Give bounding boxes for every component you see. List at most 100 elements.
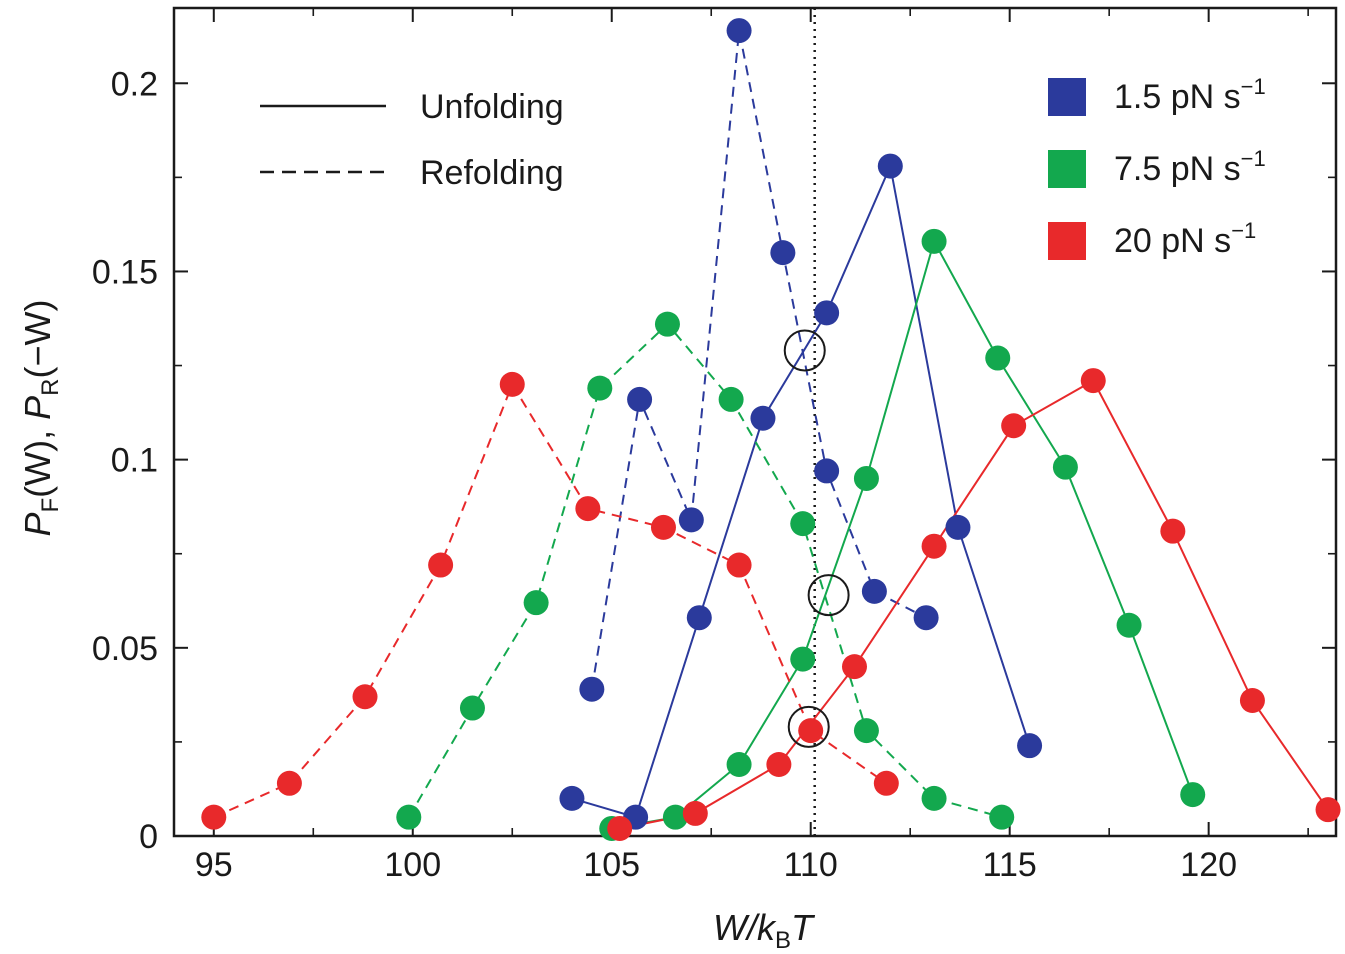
data-point-1-5-unfolding: [1017, 733, 1043, 759]
data-point-1-5-refolding: [913, 605, 939, 631]
series-lines: [213, 30, 1329, 830]
crossing-markers: [783, 329, 850, 748]
data-point-20-refolding: [873, 770, 899, 796]
series-line-7-5-refolding: [407, 322, 1002, 819]
plot-frame: [172, 6, 1338, 838]
data-point-20-refolding: [798, 718, 824, 744]
y-tick-label: 0.1: [111, 442, 158, 480]
data-point-7-5-unfolding: [1116, 612, 1142, 638]
data-point-20-refolding: [650, 514, 676, 540]
legend-rate-text: 1.5 pN s: [1114, 78, 1241, 116]
legend-refolding-label: Refolding: [420, 154, 564, 192]
x-tick-label: 120: [1180, 846, 1237, 884]
series-line-7-5-unfolding: [611, 238, 1194, 830]
y-axis-label-arg2: (−W): [17, 300, 58, 379]
data-point-1-5-refolding: [770, 240, 796, 266]
data-point-7-5-unfolding: [726, 751, 752, 777]
data-point-20-refolding: [428, 552, 454, 578]
data-point-1-5-refolding: [579, 676, 605, 702]
data-point-1-5-refolding: [678, 507, 704, 533]
data-point-7-5-unfolding: [985, 345, 1011, 371]
data-point-1-5-unfolding: [814, 300, 840, 326]
series-line-20-unfolding: [619, 379, 1329, 830]
data-point-1-5-refolding: [861, 578, 887, 604]
data-point-1-5-unfolding: [945, 514, 971, 540]
data-point-20-refolding: [499, 371, 525, 397]
data-point-1-5-unfolding: [559, 785, 585, 811]
svg-text:PF(W), PR(−W): PF(W), PR(−W): [17, 300, 64, 537]
legend-rate-label: 1.5 pN s−1: [1114, 74, 1266, 116]
series-points: [201, 18, 1341, 841]
data-point-1-5-unfolding: [686, 605, 712, 631]
data-point-7-5-refolding: [587, 375, 613, 401]
legend-swatch: [1048, 78, 1086, 116]
y-axis-label-sub1: F: [37, 498, 64, 513]
data-point-20-refolding: [726, 552, 752, 578]
series-line-1-5-refolding: [590, 30, 927, 690]
y-axis-label-p2: P: [17, 396, 58, 420]
data-point-7-5-unfolding: [790, 646, 816, 672]
y-axis-label-sub2: R: [37, 378, 64, 395]
data-point-20-unfolding: [841, 654, 867, 680]
x-tick-label: 105: [583, 846, 640, 884]
data-point-7-5-unfolding: [1052, 454, 1078, 480]
y-tick-label: 0.05: [92, 630, 158, 668]
data-point-1-5-refolding: [814, 458, 840, 484]
y-tick-label: 0.15: [92, 253, 158, 291]
y-axis-label: PF(W), PR(−W): [17, 300, 64, 537]
data-point-7-5-refolding: [718, 386, 744, 412]
data-point-7-5-refolding: [459, 695, 485, 721]
x-tick-label: 100: [384, 846, 441, 884]
axis-ticks: 95 100 105 110 115 120 0 0.05 0.1 0.15 0.2: [92, 8, 1336, 884]
legend-rate-text: 7.5 pN s: [1114, 150, 1241, 188]
series-line-20-refolding: [213, 382, 887, 819]
data-point-20-unfolding: [1239, 688, 1265, 714]
data-point-7-5-refolding: [790, 511, 816, 537]
legend-rate-superscript: −1: [1231, 218, 1256, 243]
legend-rate-text: 20 pN s: [1114, 222, 1231, 260]
legend-unfolding-label: Unfolding: [420, 88, 564, 126]
svg-text:W/kBT: W/kBT: [713, 907, 816, 954]
data-point-20-unfolding: [921, 533, 947, 559]
data-point-20-refolding: [201, 804, 227, 830]
line-style-legend: Unfolding Refolding: [260, 88, 564, 192]
data-point-20-unfolding: [682, 800, 708, 826]
series-line-1-5-unfolding: [571, 162, 1031, 819]
data-point-7-5-refolding: [921, 785, 947, 811]
data-point-7-5-refolding: [654, 311, 680, 337]
data-point-7-5-refolding: [396, 804, 422, 830]
legend-rate-label: 20 pN s−1: [1114, 218, 1256, 260]
data-point-7-5-unfolding: [662, 804, 688, 830]
data-point-7-5-unfolding: [1180, 782, 1206, 808]
data-point-20-unfolding: [1080, 368, 1106, 394]
x-axis-label-main: W/k: [713, 907, 777, 948]
crossing-circle-marker: [787, 705, 830, 748]
data-point-1-5-refolding: [627, 386, 653, 412]
data-point-7-5-unfolding: [853, 465, 879, 491]
data-point-20-unfolding: [766, 751, 792, 777]
data-point-7-5-refolding: [989, 804, 1015, 830]
data-point-20-unfolding: [1160, 518, 1186, 544]
x-axis-label: W/kBT: [713, 907, 816, 954]
data-point-1-5-unfolding: [877, 153, 903, 179]
crossing-circle-marker: [807, 574, 850, 617]
y-tick-label: 0: [139, 818, 158, 856]
legend-swatch: [1048, 150, 1086, 188]
legend-rate-superscript: −1: [1241, 146, 1266, 171]
legend-rate-superscript: −1: [1241, 74, 1266, 99]
y-axis-label-arg1: (W),: [17, 420, 58, 498]
data-point-20-refolding: [352, 684, 378, 710]
crossing-circle-marker: [783, 329, 826, 372]
x-axis-label-tail: T: [791, 907, 816, 948]
x-tick-label: 95: [195, 846, 233, 884]
data-point-1-5-refolding: [726, 18, 752, 44]
plot-border: [172, 6, 1338, 838]
data-point-1-5-unfolding: [750, 405, 776, 431]
data-point-7-5-unfolding: [921, 228, 947, 254]
legend-rate-label: 7.5 pN s−1: [1114, 146, 1266, 188]
y-tick-label: 0.2: [111, 65, 158, 103]
data-point-7-5-refolding: [853, 718, 879, 744]
data-point-7-5-refolding: [523, 590, 549, 616]
rate-color-legend: 1.5 pN s−17.5 pN s−120 pN s−1: [1048, 74, 1266, 260]
